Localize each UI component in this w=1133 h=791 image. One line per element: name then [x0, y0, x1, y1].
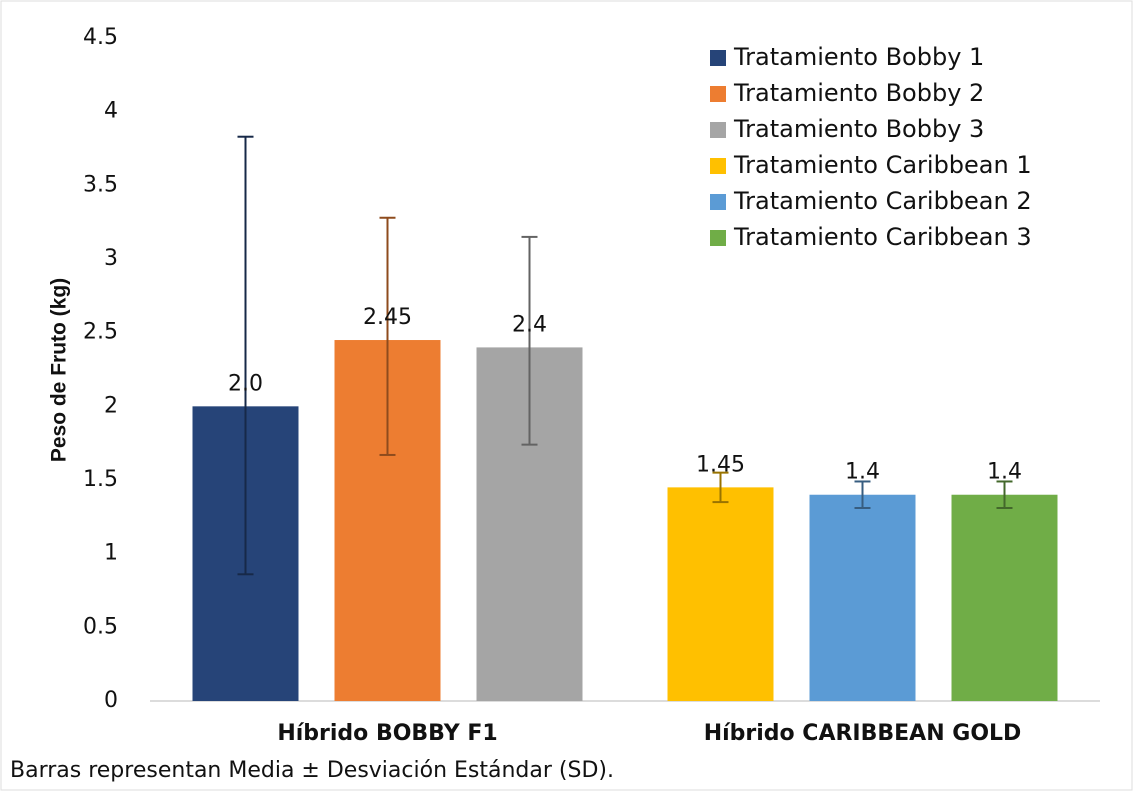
data-label: 1.4: [845, 460, 880, 485]
y-tick-label: 2.5: [83, 320, 118, 345]
legend-swatch: [710, 86, 726, 102]
y-tick-label: 1.5: [83, 467, 118, 492]
bar: [809, 494, 916, 701]
legend-swatch: [710, 50, 726, 66]
y-tick-label: 0.5: [83, 614, 118, 639]
legend-label: Tratamiento Bobby 1: [733, 43, 984, 71]
bar: [667, 487, 774, 701]
legend-swatch: [710, 122, 726, 138]
note: Barras representan Media ± Desviación Es…: [10, 758, 614, 783]
y-tick-label: 3.5: [83, 172, 118, 197]
legend-label: Tratamiento Bobby 2: [733, 79, 984, 107]
data-label: 2.4: [512, 312, 547, 337]
x-tick-label: Híbrido BOBBY F1: [277, 721, 497, 746]
data-label: 2.45: [363, 305, 412, 330]
legend-label: Tratamiento Caribbean 2: [733, 187, 1032, 215]
legend-swatch: [710, 230, 726, 246]
legend-swatch: [710, 194, 726, 210]
legend-label: Tratamiento Bobby 3: [733, 115, 984, 143]
y-axis-label: Peso de Fruto (kg): [48, 278, 71, 462]
data-label: 2.0: [228, 371, 263, 396]
x-tick-label: Híbrido CARIBBEAN GOLD: [704, 721, 1022, 746]
y-tick-label: 3: [104, 246, 118, 271]
legend-label: Tratamiento Caribbean 1: [733, 151, 1032, 179]
y-tick-label: 4.5: [83, 25, 118, 50]
y-tick-label: 4: [104, 99, 118, 124]
bar: [951, 494, 1058, 701]
legend-label: Tratamiento Caribbean 3: [733, 223, 1032, 251]
y-tick-label: 1: [104, 541, 118, 566]
y-tick-label: 2: [104, 393, 118, 418]
data-label: 1.45: [696, 452, 745, 477]
legend-swatch: [710, 158, 726, 174]
data-label: 1.4: [987, 460, 1022, 485]
y-tick-label: 0: [104, 688, 118, 713]
